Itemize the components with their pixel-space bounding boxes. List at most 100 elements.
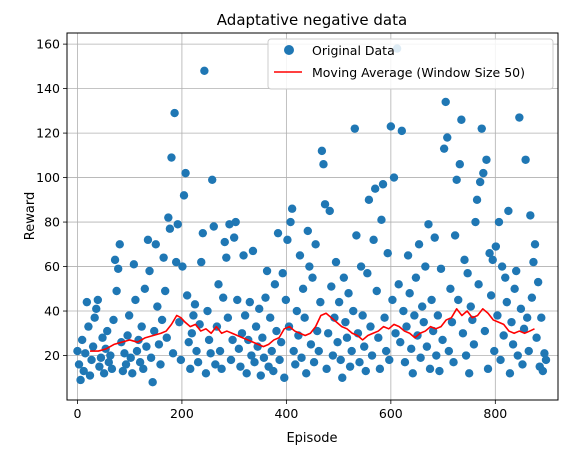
data-point bbox=[446, 284, 455, 293]
data-point bbox=[276, 337, 286, 347]
data-point bbox=[405, 289, 414, 298]
data-point bbox=[361, 366, 370, 376]
data-point bbox=[485, 249, 494, 258]
data-point bbox=[156, 360, 165, 369]
data-point bbox=[306, 340, 316, 349]
data-point bbox=[258, 333, 267, 342]
data-point bbox=[242, 369, 251, 378]
data-point bbox=[530, 240, 540, 249]
legend: Original Data Moving Average (Window Siz… bbox=[267, 38, 554, 90]
data-point bbox=[161, 286, 170, 296]
data-point bbox=[151, 240, 160, 249]
data-point bbox=[527, 293, 537, 302]
data-point bbox=[186, 364, 195, 374]
data-point bbox=[402, 322, 411, 331]
data-point bbox=[170, 108, 179, 118]
data-point bbox=[367, 351, 377, 360]
data-point bbox=[383, 249, 392, 258]
data-point bbox=[504, 206, 513, 216]
data-point bbox=[139, 364, 148, 374]
data-point bbox=[491, 242, 501, 251]
data-point bbox=[298, 284, 308, 293]
data-point bbox=[132, 346, 142, 356]
data-point bbox=[512, 266, 521, 276]
x-axis-label: Episode bbox=[286, 431, 337, 446]
data-point bbox=[356, 262, 366, 271]
data-point bbox=[92, 304, 101, 314]
data-point bbox=[247, 351, 256, 360]
data-point bbox=[350, 124, 360, 133]
data-point bbox=[143, 235, 153, 245]
data-point bbox=[90, 313, 99, 322]
data-point bbox=[521, 155, 530, 164]
data-point bbox=[308, 273, 317, 282]
data-point bbox=[112, 286, 121, 296]
data-point bbox=[370, 184, 380, 193]
data-point bbox=[532, 333, 541, 342]
legend-label-moving-average: Moving Average (Window Size 50) bbox=[312, 65, 525, 80]
data-point bbox=[159, 253, 168, 262]
data-point bbox=[297, 353, 306, 362]
data-point bbox=[171, 257, 181, 267]
data-point bbox=[430, 233, 439, 242]
data-point bbox=[218, 293, 228, 302]
data-point bbox=[480, 326, 490, 336]
data-point bbox=[226, 355, 236, 365]
data-point bbox=[182, 291, 192, 300]
data-point bbox=[99, 369, 109, 378]
data-point bbox=[497, 262, 507, 271]
data-point bbox=[201, 369, 211, 378]
data-point bbox=[458, 329, 468, 338]
data-point bbox=[187, 329, 197, 338]
data-point bbox=[96, 353, 106, 362]
data-point bbox=[251, 322, 261, 331]
data-point bbox=[95, 362, 104, 371]
x-tick-label: 400 bbox=[274, 406, 298, 421]
data-point bbox=[461, 351, 471, 360]
data-point bbox=[494, 217, 504, 227]
data-point bbox=[320, 200, 330, 209]
data-point bbox=[208, 175, 217, 184]
data-point bbox=[220, 237, 229, 247]
data-point bbox=[364, 195, 374, 205]
data-point bbox=[140, 284, 150, 293]
y-tick-label: 140 bbox=[36, 81, 60, 96]
data-point bbox=[240, 311, 250, 320]
data-point bbox=[465, 369, 474, 378]
data-point bbox=[471, 217, 480, 227]
data-point bbox=[73, 346, 82, 356]
data-point bbox=[436, 264, 446, 273]
data-point bbox=[477, 124, 486, 133]
data-point bbox=[82, 297, 92, 307]
data-point bbox=[416, 353, 425, 362]
data-point bbox=[270, 280, 280, 289]
y-tick-label: 40 bbox=[44, 304, 60, 319]
data-point bbox=[206, 349, 215, 358]
moving-average-line bbox=[89, 308, 535, 352]
x-tick-label: 800 bbox=[483, 406, 507, 421]
data-point bbox=[403, 251, 413, 260]
data-point bbox=[93, 295, 103, 305]
data-point bbox=[538, 366, 548, 376]
data-point bbox=[533, 277, 543, 287]
data-point bbox=[469, 340, 479, 349]
data-point bbox=[192, 346, 201, 356]
plot-area-frame bbox=[66, 32, 559, 401]
y-tick-label: 80 bbox=[44, 215, 60, 230]
data-point bbox=[336, 355, 345, 365]
data-point bbox=[162, 333, 171, 342]
data-point bbox=[204, 335, 214, 345]
data-point bbox=[341, 317, 350, 327]
data-point bbox=[369, 235, 378, 245]
y-tick-label: 120 bbox=[36, 126, 60, 141]
data-point bbox=[474, 280, 483, 289]
data-point bbox=[411, 273, 421, 282]
data-point bbox=[164, 213, 173, 222]
data-point bbox=[157, 315, 167, 325]
legend-box bbox=[267, 38, 554, 90]
x-axis: 0 200 400 600 800 bbox=[73, 400, 507, 421]
data-point bbox=[175, 317, 184, 327]
data-point bbox=[483, 364, 493, 374]
data-point bbox=[345, 362, 355, 371]
data-point bbox=[330, 313, 339, 322]
